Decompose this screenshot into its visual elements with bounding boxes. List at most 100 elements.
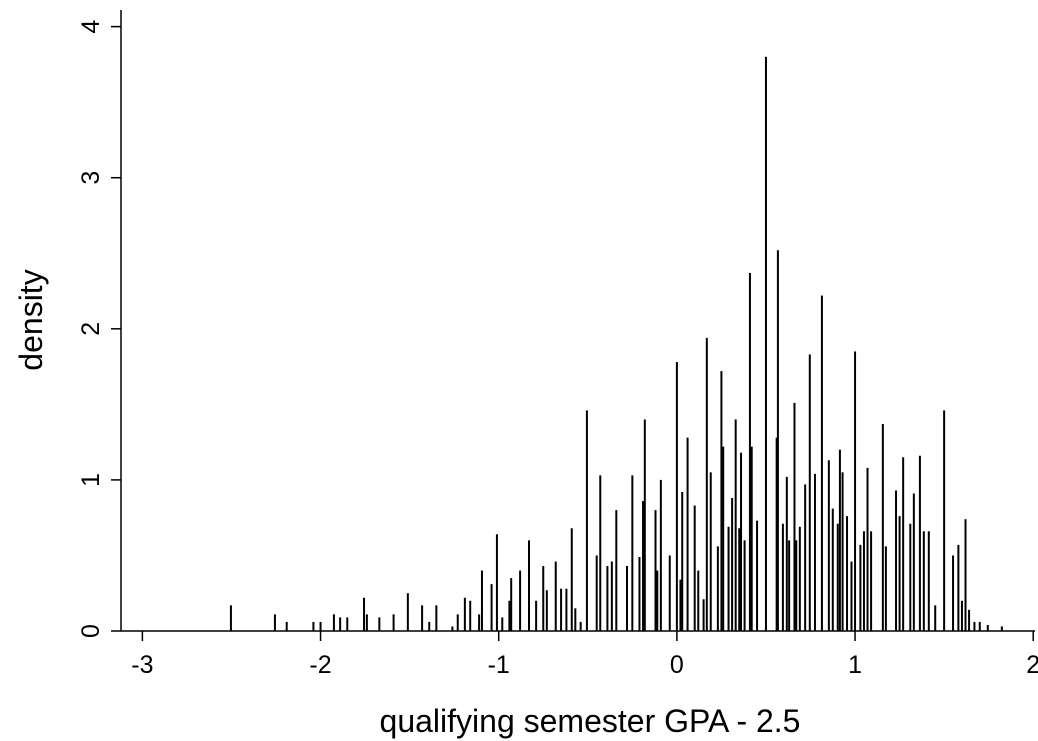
spike bbox=[846, 516, 849, 631]
spike bbox=[764, 56, 767, 631]
spike bbox=[339, 617, 342, 631]
spike bbox=[957, 544, 960, 631]
spike bbox=[1000, 626, 1003, 631]
spike bbox=[545, 590, 548, 631]
x-tick-label: -2 bbox=[309, 651, 331, 679]
spike bbox=[585, 410, 588, 631]
spike bbox=[659, 479, 662, 631]
spike bbox=[964, 519, 967, 631]
spike bbox=[312, 621, 315, 631]
spike bbox=[743, 540, 746, 631]
spike bbox=[978, 621, 981, 631]
spike bbox=[679, 579, 682, 631]
spike bbox=[625, 566, 628, 631]
spike bbox=[599, 475, 602, 631]
spike bbox=[681, 491, 684, 631]
spike bbox=[986, 624, 989, 631]
spike bbox=[922, 531, 925, 631]
x-tick-label: 1 bbox=[848, 651, 862, 679]
spike bbox=[535, 600, 538, 631]
spike bbox=[808, 354, 811, 631]
y-tick-label: 0 bbox=[77, 624, 105, 638]
spike bbox=[456, 614, 459, 631]
spike bbox=[378, 617, 381, 631]
spike bbox=[428, 621, 431, 631]
spike bbox=[731, 498, 734, 631]
spike bbox=[734, 419, 737, 631]
spike bbox=[927, 531, 930, 631]
spike bbox=[748, 272, 751, 631]
spike bbox=[952, 555, 955, 631]
spike bbox=[898, 516, 901, 631]
spike bbox=[469, 600, 472, 631]
spike bbox=[870, 531, 873, 631]
spike bbox=[788, 540, 791, 631]
x-tick-label: 2 bbox=[1026, 651, 1038, 679]
spike bbox=[480, 570, 483, 631]
spike bbox=[756, 520, 759, 631]
spike bbox=[850, 561, 853, 631]
spike bbox=[542, 566, 545, 631]
spike bbox=[813, 473, 816, 631]
spike bbox=[435, 605, 438, 631]
spike bbox=[606, 566, 609, 631]
y-tick-label: 1 bbox=[77, 473, 105, 487]
spike bbox=[831, 508, 834, 631]
spike bbox=[519, 570, 522, 631]
spike bbox=[285, 621, 288, 631]
spike bbox=[720, 371, 723, 631]
spike bbox=[638, 556, 641, 631]
spike bbox=[421, 605, 424, 631]
spike bbox=[781, 523, 784, 631]
spike bbox=[229, 605, 232, 631]
spike bbox=[884, 546, 887, 631]
spike bbox=[912, 493, 915, 631]
spike bbox=[686, 437, 689, 631]
spike bbox=[750, 446, 753, 631]
spike bbox=[702, 599, 705, 631]
spike bbox=[693, 505, 696, 631]
spike bbox=[716, 546, 719, 631]
spike bbox=[451, 626, 454, 631]
spike bbox=[654, 510, 657, 631]
y-tick-label: 3 bbox=[77, 171, 105, 185]
spike bbox=[554, 561, 557, 631]
spike bbox=[656, 570, 659, 631]
spike bbox=[319, 621, 322, 631]
spike bbox=[346, 617, 349, 631]
spike bbox=[705, 337, 708, 631]
spike bbox=[909, 523, 912, 631]
spike bbox=[363, 597, 366, 631]
spike bbox=[643, 419, 646, 631]
spike bbox=[528, 540, 531, 631]
y-tick-label: 4 bbox=[77, 20, 105, 34]
spike bbox=[973, 621, 976, 631]
spike bbox=[570, 528, 573, 631]
spike bbox=[738, 528, 741, 631]
spike bbox=[841, 472, 844, 631]
spike bbox=[866, 467, 869, 631]
spike bbox=[595, 555, 598, 631]
spike bbox=[960, 600, 963, 631]
spike bbox=[785, 476, 788, 631]
x-tick-label: -1 bbox=[488, 651, 510, 679]
spike bbox=[820, 295, 823, 631]
spike bbox=[740, 452, 743, 631]
spike bbox=[862, 531, 865, 631]
spike bbox=[365, 614, 368, 631]
spike bbox=[775, 437, 778, 631]
spike bbox=[697, 570, 700, 631]
spike bbox=[854, 351, 857, 631]
spike bbox=[798, 526, 801, 631]
spike bbox=[490, 584, 493, 631]
spike bbox=[565, 588, 568, 631]
x-tick-label: -3 bbox=[131, 651, 153, 679]
spike bbox=[392, 614, 395, 631]
spike bbox=[918, 455, 921, 631]
spike bbox=[463, 597, 466, 631]
spike bbox=[934, 605, 937, 631]
spike bbox=[508, 600, 511, 631]
spike bbox=[668, 555, 671, 631]
spike bbox=[722, 446, 725, 631]
spike bbox=[406, 593, 409, 631]
